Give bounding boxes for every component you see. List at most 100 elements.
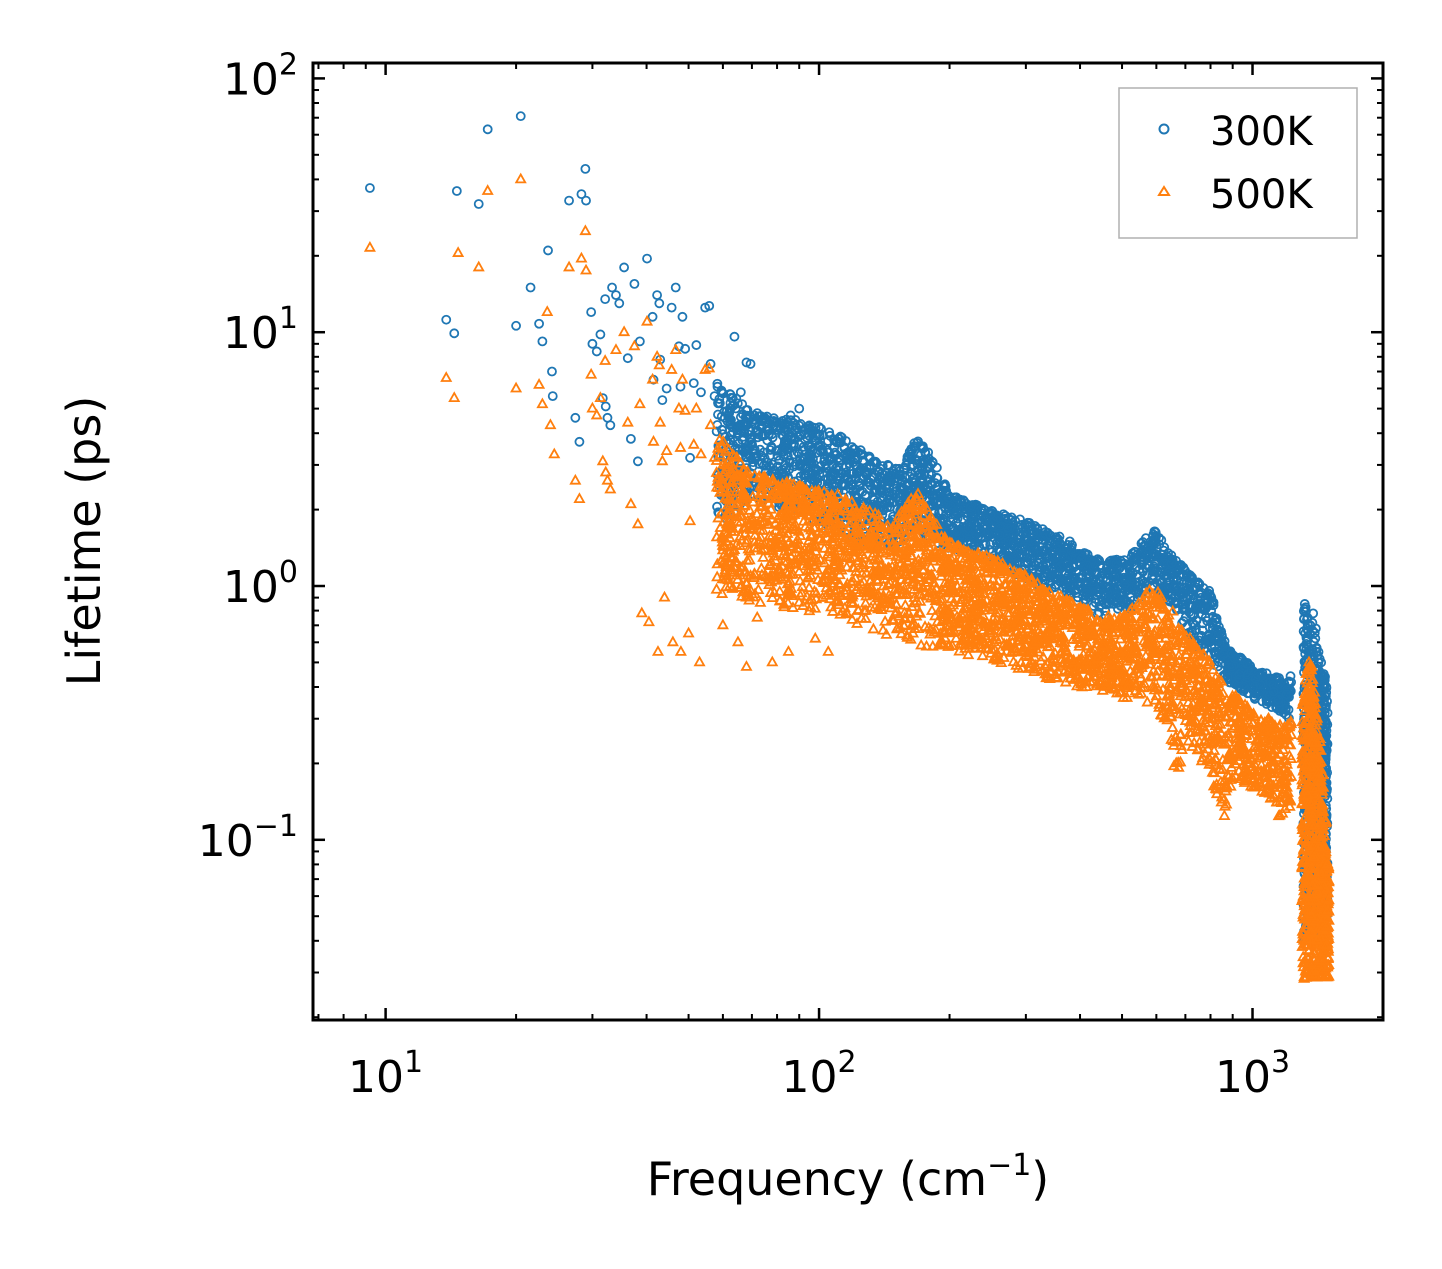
data-point [981, 514, 992, 525]
data-point [640, 314, 654, 326]
data-point [580, 163, 591, 174]
data-point [536, 397, 549, 409]
data-point [845, 461, 855, 472]
data-point [757, 458, 767, 469]
data-point [618, 325, 631, 337]
data-point [1166, 604, 1179, 616]
data-point [576, 189, 587, 200]
data-point [1316, 657, 1327, 668]
data-point [1215, 795, 1228, 807]
data-point [886, 569, 899, 581]
data-point [703, 361, 716, 373]
data-point [581, 195, 591, 206]
data-point [1166, 558, 1177, 569]
data-point [725, 389, 735, 399]
data-point [1319, 708, 1330, 718]
data-point [864, 451, 875, 462]
data-point [896, 483, 907, 494]
data-point [547, 366, 557, 377]
data-point [525, 282, 536, 293]
data-point [1045, 572, 1056, 583]
data-point [1274, 679, 1285, 689]
data-point [1214, 775, 1227, 787]
data-point [1208, 597, 1219, 608]
data-point [1226, 648, 1237, 659]
data-point [653, 358, 666, 370]
data-point [482, 124, 493, 135]
data-point [679, 403, 692, 415]
data-point [1051, 543, 1062, 554]
data-point [895, 627, 908, 639]
data-point [970, 537, 981, 548]
data-point [1094, 555, 1105, 566]
data-point [1137, 575, 1148, 586]
data-point [1033, 550, 1044, 561]
data-point [1272, 809, 1285, 821]
data-point [1088, 562, 1099, 572]
data-point [363, 240, 376, 252]
data-point [965, 502, 976, 513]
data-point [563, 260, 576, 272]
data-point [745, 359, 756, 369]
data-point [779, 446, 790, 457]
data-point [569, 473, 582, 485]
data-point [1153, 697, 1166, 709]
data-point [1322, 719, 1333, 730]
data-point [1190, 602, 1201, 613]
data-point [951, 492, 962, 503]
data-point [781, 444, 792, 455]
data-point [440, 371, 453, 382]
data-point [801, 471, 812, 481]
data-point [674, 441, 687, 452]
data-point [963, 523, 973, 534]
data-point [725, 416, 735, 427]
data-point [1261, 690, 1272, 701]
data-point [907, 477, 918, 488]
data-point [704, 418, 717, 430]
data-point [1201, 593, 1211, 604]
data-point [631, 517, 644, 529]
data-point [680, 343, 691, 354]
data-point [691, 340, 702, 350]
data-point [1187, 618, 1198, 629]
data-point [628, 339, 641, 351]
data-point [687, 437, 700, 449]
data-point [857, 449, 868, 460]
data-point [635, 606, 648, 618]
data-point [989, 529, 1000, 540]
data-point [912, 456, 923, 466]
data-point [619, 262, 630, 273]
data-point [830, 463, 841, 474]
data-point [570, 412, 581, 423]
data-point [1108, 563, 1119, 574]
data-point [1179, 602, 1190, 613]
data-point [543, 245, 553, 256]
data-point [882, 502, 893, 513]
data-point [1210, 613, 1221, 624]
data-point [1166, 721, 1179, 732]
data-point [473, 199, 484, 209]
data-point [1020, 533, 1031, 543]
data-point [1044, 552, 1055, 563]
data-point [1000, 545, 1010, 556]
data-point [1318, 669, 1329, 679]
data-point [1148, 531, 1158, 542]
data-point [481, 184, 494, 195]
data-point [1274, 673, 1284, 683]
data-point [899, 463, 910, 473]
data-point [771, 422, 781, 433]
data-point [967, 513, 978, 523]
data-point [800, 423, 811, 433]
data-point [879, 489, 890, 500]
data-point [812, 447, 823, 458]
data-point [731, 635, 745, 647]
data-point [1093, 578, 1103, 589]
data-point [766, 655, 779, 667]
data-point [533, 378, 546, 389]
data-point [510, 381, 523, 393]
data-point [877, 623, 890, 635]
data-point [666, 635, 679, 647]
data-point [832, 461, 843, 472]
data-point [1102, 569, 1113, 580]
data-point [711, 426, 722, 437]
